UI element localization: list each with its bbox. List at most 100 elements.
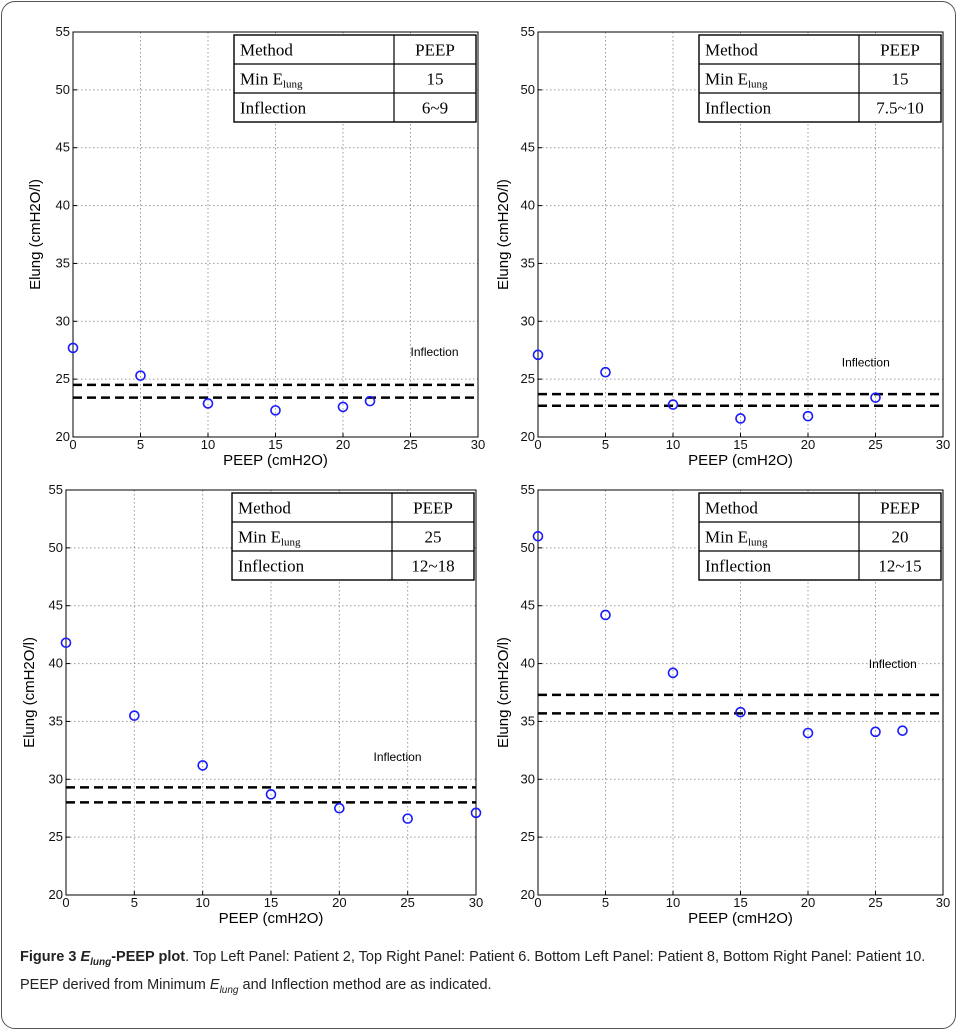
y-tick-label: 40 <box>56 198 70 213</box>
table-min-label: Min Elung <box>238 527 301 548</box>
x-tick-label: 25 <box>400 895 414 910</box>
x-tick-label: 5 <box>602 437 609 452</box>
caption-text-1: . Top Left Panel: Patient 2, Top Right P… <box>20 949 926 993</box>
y-tick-label: 55 <box>521 24 535 39</box>
x-tick-label: 0 <box>534 895 541 910</box>
x-axis-title: PEEP (cmH2O) <box>223 452 328 469</box>
table-border <box>698 492 942 581</box>
data-point <box>735 706 746 718</box>
data-point <box>270 405 281 416</box>
y-axis-title: Elung (cmH2O/l) <box>21 637 38 748</box>
y-axis-title: Elung (cmH2O/l) <box>27 179 44 290</box>
panel-bottom-left: 0 5 10 15 20 25 30 20 25 30 35 40 45 50 55 PEEP (cmH2O)… <box>21 482 483 927</box>
method-table: Method PEEP Min Elung 15 Inflection 6~9 <box>233 34 477 123</box>
y-tick-label: 40 <box>49 656 63 671</box>
table-header-peep: PEEP <box>880 498 920 517</box>
data-point <box>470 807 482 819</box>
x-tick-label: 30 <box>469 895 483 910</box>
data-point <box>600 366 611 378</box>
table-inflection-label: Inflection <box>705 98 772 117</box>
table-header-method: Method <box>705 498 758 517</box>
data-point <box>735 413 746 424</box>
figure-caption: Figure 3 Elung-PEEP plot. Top Left Panel… <box>20 946 940 1002</box>
table-inflection-value: 12~18 <box>411 556 454 575</box>
data-point <box>129 710 140 721</box>
panel-top-left: 0 5 10 15 20 25 30 20 25 30 35 40 45 50 55 PEEP (cmH2O)… <box>27 24 485 469</box>
x-tick-label: 0 <box>69 437 76 452</box>
data-point <box>532 530 544 542</box>
x-tick-label: 25 <box>868 437 882 452</box>
table-header-peep: PEEP <box>413 498 453 517</box>
caption-figure-label: Figure 3 <box>20 949 77 965</box>
y-tick-label: 25 <box>521 829 535 844</box>
panel-bottom-right: 0 5 10 15 20 25 30 20 25 30 35 40 45 50 55 PEEP (cmH2O)… <box>495 482 950 927</box>
y-tick-label: 30 <box>49 771 63 786</box>
y-tick-label: 45 <box>521 140 535 155</box>
data-point <box>667 667 679 679</box>
x-tick-label: 10 <box>666 437 680 452</box>
y-tick-label: 55 <box>49 482 63 497</box>
x-tick-label: 25 <box>868 895 882 910</box>
table-min-value: 15 <box>427 69 444 88</box>
y-tick-label: 45 <box>56 140 70 155</box>
table-inflection-value: 12~15 <box>878 556 921 575</box>
inflection-annotation: Inflection <box>842 355 890 369</box>
table-min-value: 15 <box>892 69 909 88</box>
data-point <box>67 342 79 354</box>
x-tick-label: 25 <box>403 437 417 452</box>
x-tick-label: 30 <box>936 895 950 910</box>
y-tick-label: 30 <box>521 771 535 786</box>
caption-title-rest: -PEEP plot <box>111 949 186 965</box>
table-inflection-value: 7.5~10 <box>876 98 923 117</box>
x-tick-label: 5 <box>131 895 138 910</box>
table-border <box>233 34 477 123</box>
x-axis-title: PEEP (cmH2O) <box>219 910 324 927</box>
panel-top-right: 0 5 10 15 20 25 30 20 25 30 35 40 45 50 55 PEEP (cmH2O)… <box>495 24 950 469</box>
caption-title-italic: E <box>80 949 91 965</box>
table-min-value: 25 <box>425 527 442 546</box>
y-tick-label: 50 <box>521 82 535 97</box>
table-min-value: 20 <box>892 527 909 546</box>
inflection-annotation: Inflection <box>411 345 459 359</box>
table-header-method: Method <box>705 40 758 59</box>
x-tick-label: 5 <box>602 895 609 910</box>
x-axis-title: PEEP (cmH2O) <box>688 452 793 469</box>
data-point <box>202 398 214 409</box>
x-tick-label: 5 <box>137 437 144 452</box>
y-tick-label: 55 <box>521 482 535 497</box>
x-tick-label: 20 <box>801 437 815 452</box>
caption-text-2: and Inflection method are as indicated. <box>238 976 492 993</box>
table-header-peep: PEEP <box>880 40 920 59</box>
inflection-annotation: Inflection <box>374 750 422 764</box>
x-tick-label: 20 <box>336 437 350 452</box>
table-header-peep: PEEP <box>415 40 455 59</box>
table-inflection-label: Inflection <box>240 98 307 117</box>
x-tick-label: 15 <box>264 895 278 910</box>
y-tick-label: 35 <box>49 713 63 728</box>
x-tick-label: 10 <box>201 437 215 452</box>
data-point <box>802 727 814 739</box>
y-tick-label: 20 <box>56 429 70 444</box>
y-tick-label: 45 <box>49 598 63 613</box>
method-table: Method PEEP Min Elung 20 Inflection 12~15 <box>698 492 942 581</box>
y-tick-label: 25 <box>49 829 63 844</box>
x-tick-label: 15 <box>268 437 282 452</box>
y-tick-label: 40 <box>521 656 535 671</box>
caption-text-italic: E <box>209 976 220 993</box>
y-tick-label: 50 <box>521 540 535 555</box>
inflection-annotation: Inflection <box>869 657 917 671</box>
x-axis-title: PEEP (cmH2O) <box>688 910 793 927</box>
table-inflection-label: Inflection <box>238 556 305 575</box>
data-point <box>337 401 349 413</box>
y-tick-label: 35 <box>56 255 70 270</box>
x-tick-label: 15 <box>733 895 747 910</box>
table-min-label: Min Elung <box>240 69 303 90</box>
table-header-method: Method <box>238 498 291 517</box>
data-point <box>897 725 908 736</box>
data-point <box>265 789 277 800</box>
method-table: Method PEEP Min Elung 15 Inflection 7.5~10 <box>698 34 942 123</box>
y-tick-label: 40 <box>521 198 535 213</box>
x-tick-label: 10 <box>195 895 209 910</box>
y-tick-label: 25 <box>56 371 70 386</box>
